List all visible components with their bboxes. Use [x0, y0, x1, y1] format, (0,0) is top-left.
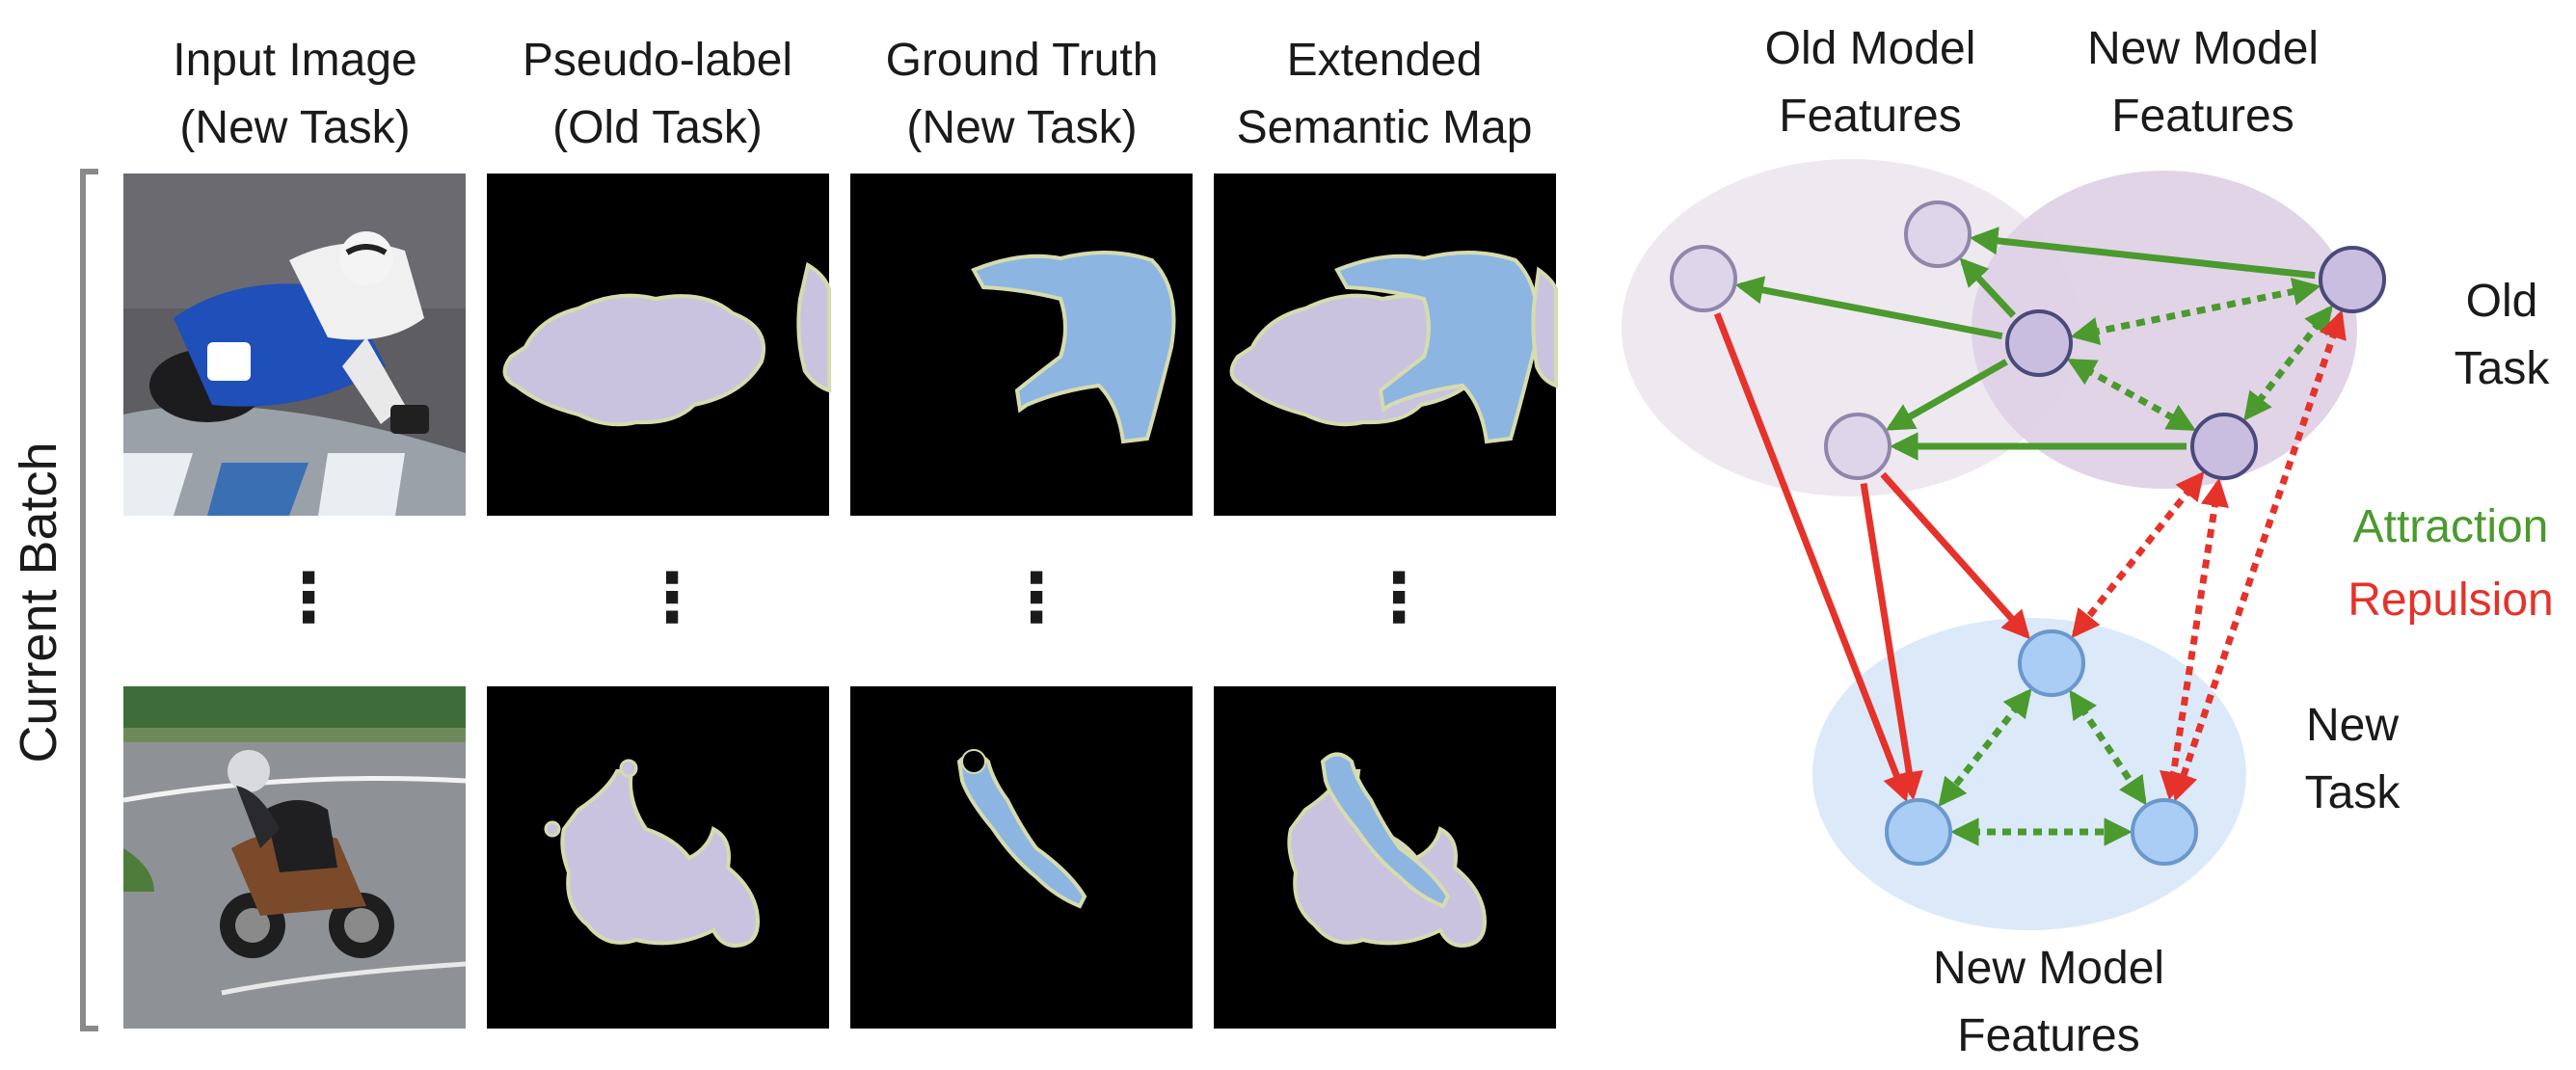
- new-model-new-task-node-2: [1885, 798, 1952, 866]
- repulsion-edge-n2-b3: [2170, 309, 2347, 802]
- ground-truth-map-2: [850, 686, 1193, 1029]
- old-task-label: Old Task: [2454, 276, 2550, 394]
- extended-semantic-map-2: [1214, 686, 1556, 1029]
- attraction-edge-b1-b2: [1938, 688, 2032, 807]
- new-task-label: New Task: [2304, 700, 2401, 818]
- edges: [1713, 227, 2347, 846]
- ellipsis-col-2: ⋮: [638, 560, 706, 635]
- column-header-pseudo-label: Pseudo-label (Old Task): [522, 35, 793, 153]
- batch-bracket: [80, 169, 98, 1031]
- attraction-edge-n1-o1: [1734, 276, 2003, 340]
- new-model-features-top-label: New Model Features: [2086, 23, 2320, 142]
- ellipsis-col-4: ⋮: [1365, 560, 1433, 635]
- column-header-extended-semantic-map: Extended Semantic Map: [1236, 35, 1533, 153]
- old-model-node-2: [1904, 201, 1972, 268]
- pseudo-label-map-1: [487, 174, 831, 516]
- input-image-motorbike-racer: [123, 174, 466, 516]
- repulsion-edge-n3-b1: [2071, 470, 2205, 639]
- old-model-node-3: [1824, 413, 1892, 480]
- legend-repulsion: Repulsion: [2348, 575, 2554, 626]
- repulsion-edge-o1-b2: [1713, 312, 1911, 803]
- column-header-input-image: Input Image (New Task): [173, 35, 417, 153]
- column-header-ground-truth: Ground Truth (New Task): [885, 35, 1159, 153]
- new-model-old-task-node-3: [2190, 413, 2258, 480]
- nodes: [1670, 201, 2386, 866]
- attraction-edge-n1-o2: [1959, 257, 2017, 318]
- attraction-edge-n1-n2: [2070, 278, 2321, 345]
- new-model-features-bottom-label: New Model Features: [1932, 943, 2165, 1061]
- new-model-new-task-node-1: [2018, 629, 2085, 697]
- new-model-old-task-node-1: [2005, 309, 2073, 377]
- repulsion-edge-o3-b1: [1880, 471, 2030, 640]
- ground-truth-map-1: [850, 174, 1193, 516]
- current-batch-label: Current Batch: [10, 441, 67, 763]
- extended-semantic-map-1: [1214, 174, 1558, 516]
- pseudo-label-map-2: [487, 686, 829, 1029]
- repulsion-edge-o3-b2: [1860, 482, 1923, 801]
- old-model-node-1: [1670, 245, 1737, 312]
- new-model-old-task-node-2: [2319, 246, 2386, 313]
- legend-attraction: Attraction: [2352, 501, 2549, 552]
- ellipsis-col-1: ⋮: [275, 560, 342, 635]
- old-model-features-label: Old Model Features: [1764, 23, 1976, 142]
- attraction-edge-b1-b3: [2069, 689, 2147, 806]
- attraction-edge-n2-o2: [1969, 227, 2316, 280]
- attraction-edge-n1-o3: [1885, 359, 2008, 431]
- input-image-motorcyclist: [123, 686, 466, 1029]
- new-model-new-task-node-3: [2131, 798, 2198, 866]
- ellipsis-col-3: ⋮: [1003, 560, 1070, 635]
